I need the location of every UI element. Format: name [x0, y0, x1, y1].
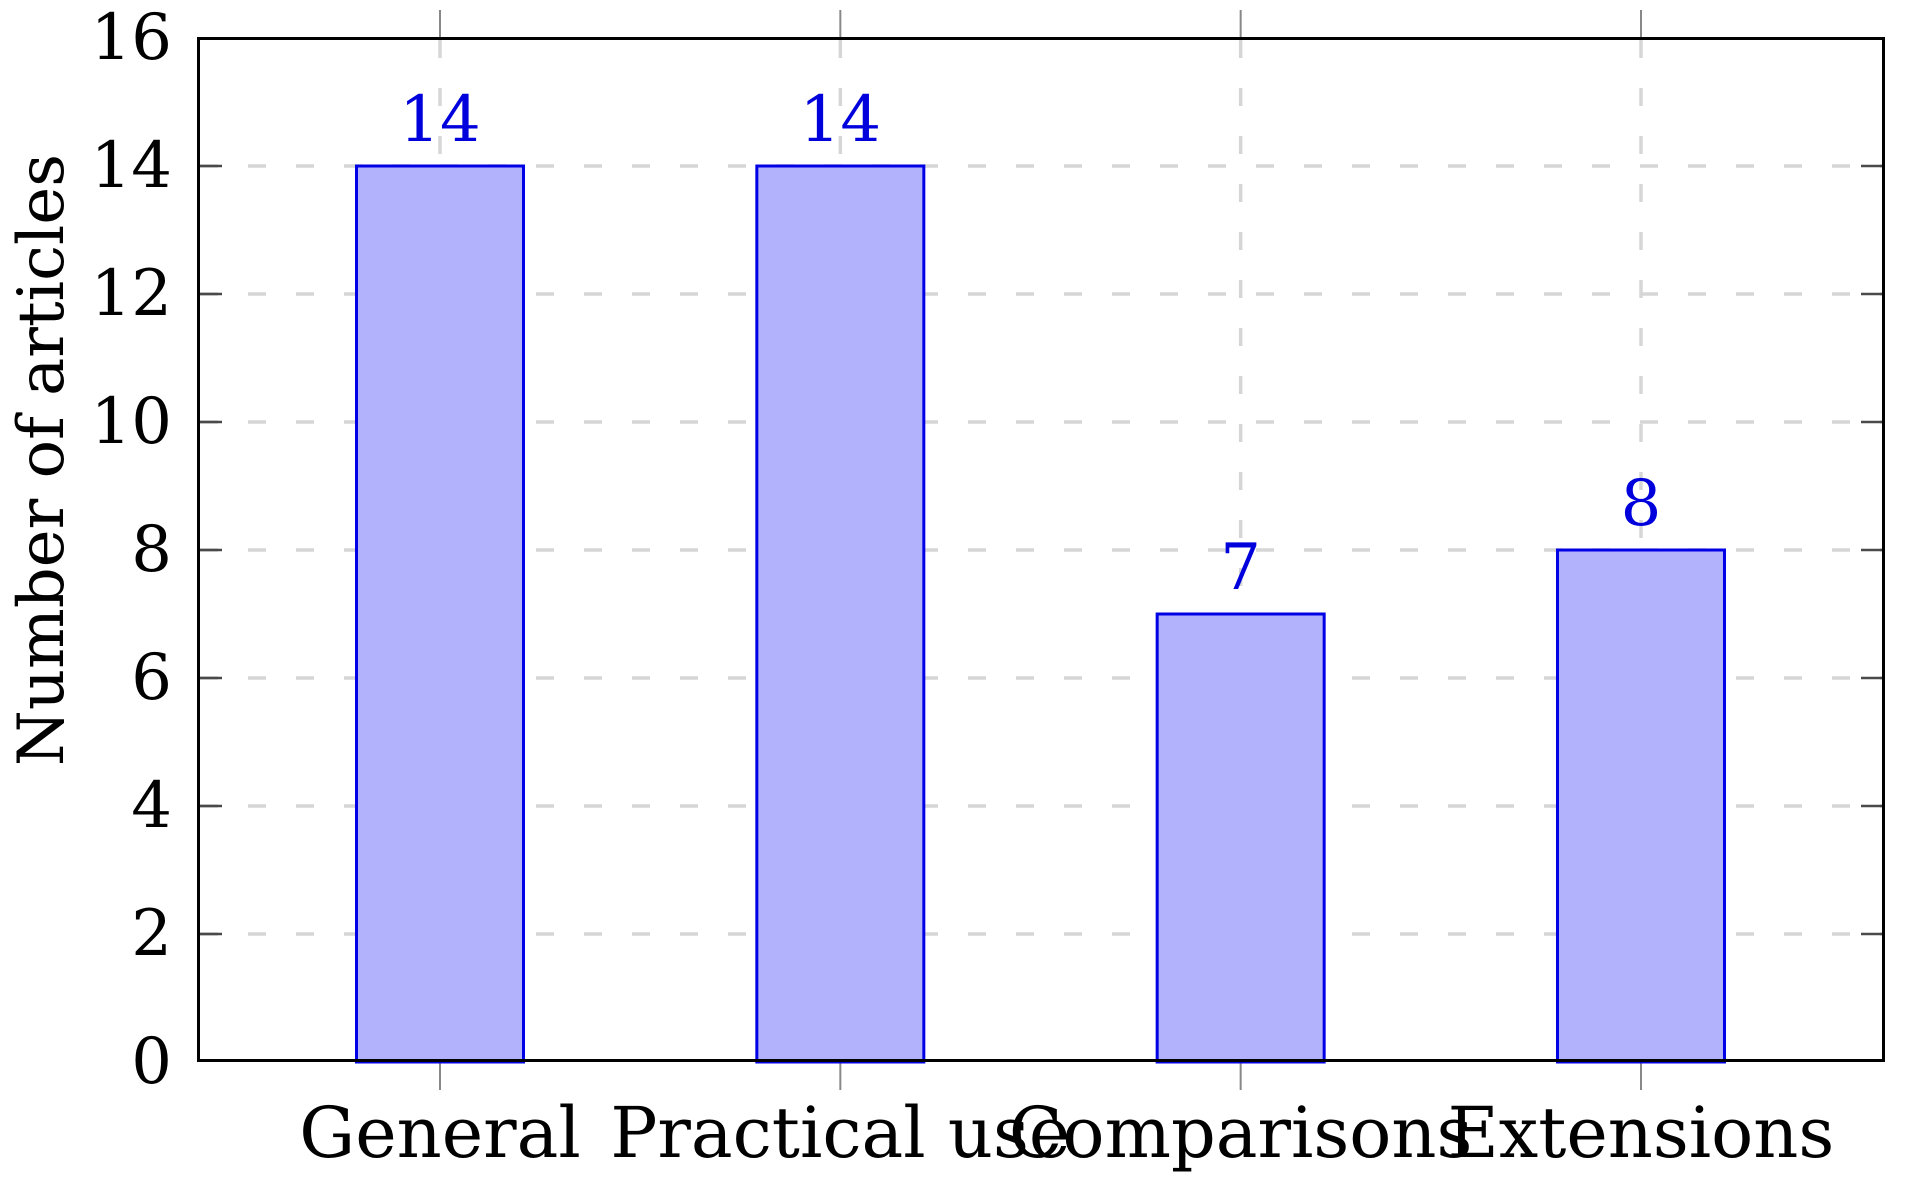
x-axis-category-label: Extensions [1447, 1092, 1835, 1174]
bar-value-label: 14 [799, 83, 882, 157]
bar-comparisons [1155, 612, 1326, 1064]
bar-extensions [1555, 548, 1726, 1064]
y-axis-tick-label: 16 [90, 1, 172, 75]
y-axis-tick-label: 14 [90, 129, 172, 203]
bar-value-label: 14 [399, 83, 481, 157]
bar-general [355, 164, 525, 1064]
bar-value-label: 7 [1220, 531, 1262, 605]
x-axis-category-label: General [299, 1092, 581, 1174]
y-axis-tick-label: 2 [131, 897, 172, 971]
y-axis-tick-label: 10 [90, 385, 172, 459]
y-axis-tick-label: 0 [131, 1025, 172, 1099]
bar-practical-use [755, 164, 926, 1064]
y-axis-tick-label: 4 [131, 769, 172, 843]
bar-value-label: 8 [1620, 467, 1662, 541]
y-axis-tick-label: 8 [131, 513, 172, 587]
x-axis-category-label: Practical use [610, 1092, 1071, 1174]
y-axis-tick-label: 6 [131, 641, 172, 715]
x-axis-category-label: Comparisons [1008, 1092, 1473, 1174]
y-axis-tick-label: 12 [90, 257, 172, 331]
